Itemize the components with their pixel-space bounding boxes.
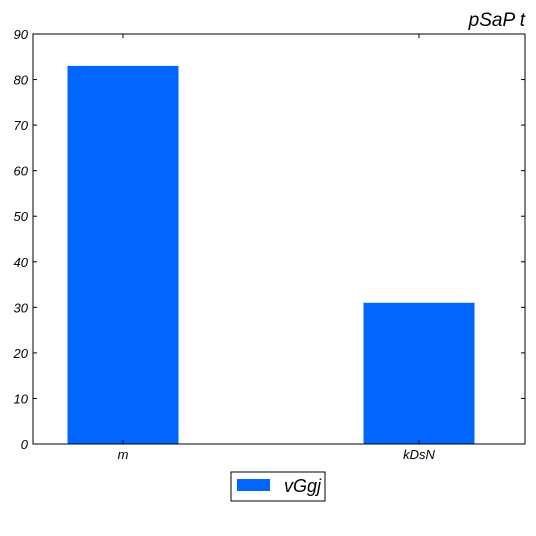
y-tick-label: 50 [14,209,29,224]
plot-frame [32,33,526,445]
bar [67,65,179,444]
y-tick-label: 40 [14,255,29,270]
x-tick-label: m [118,447,129,462]
y-axis: 0 10 20 30 40 50 60 70 80 90 [13,27,525,452]
y-tick-label: 0 [21,437,29,452]
y-tick-label: 90 [14,27,29,42]
y-tick-label: 20 [13,346,29,361]
legend: vGgj [230,471,326,502]
y-tick-label: 10 [14,391,29,406]
y-tick-label: 70 [14,118,29,133]
y-tick-label: 30 [14,300,29,315]
bar [363,302,475,444]
legend-label: vGgj [284,476,322,496]
x-tick-label: kDsN [403,447,435,462]
bars-group [67,65,475,444]
x-axis: m kDsN [118,34,435,462]
y-tick-label: 80 [14,73,29,88]
chart-title: pSaP t [468,10,526,31]
legend-swatch [237,479,270,491]
y-tick-label: 60 [14,164,29,179]
